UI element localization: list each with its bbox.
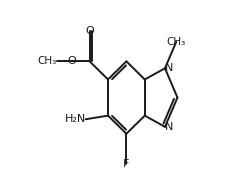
Text: N: N [165, 63, 173, 73]
Text: CH₃: CH₃ [166, 37, 186, 47]
Text: N: N [165, 122, 173, 132]
Text: CH₃: CH₃ [37, 56, 57, 66]
Text: O: O [67, 56, 76, 66]
Text: F: F [123, 159, 130, 170]
Text: O: O [85, 26, 94, 36]
Text: H₂N: H₂N [64, 114, 86, 124]
